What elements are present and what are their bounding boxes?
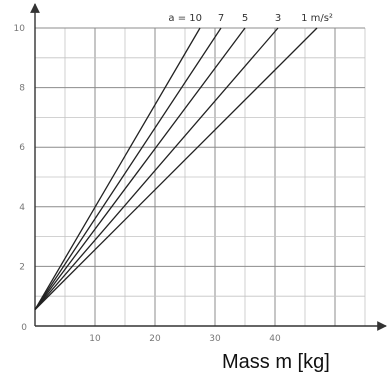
y-tick-label: 6 xyxy=(19,143,25,153)
y-tick-label: 2 xyxy=(19,262,25,272)
x-tick-label: 20 xyxy=(149,334,161,344)
series-line xyxy=(34,27,318,311)
series-line xyxy=(34,27,201,310)
origin-tick-label: 0 xyxy=(21,323,27,333)
series-labels: a = 10 7 5 3 1 m/s² xyxy=(168,13,333,24)
series-label: a = 10 xyxy=(168,13,202,24)
series-label: 3 xyxy=(275,13,281,24)
x-tick-label: 30 xyxy=(209,334,221,344)
x-tick-label: 10 xyxy=(89,334,101,344)
y-tick-label: 4 xyxy=(19,203,25,213)
axes: 0 xyxy=(21,3,387,333)
series-lines xyxy=(34,27,318,311)
series-line xyxy=(34,27,279,311)
y-tick-label: 10 xyxy=(14,24,26,34)
series-line xyxy=(34,27,246,310)
tick-labels: 10 20 30 40 2 4 6 8 10 xyxy=(14,24,281,344)
grid xyxy=(35,27,366,326)
series-line xyxy=(34,27,222,310)
series-label: 5 xyxy=(242,13,248,24)
series-label: 1 m/s² xyxy=(301,13,333,24)
x-axis-label: Mass m [kg] xyxy=(222,351,330,373)
series-label: 7 xyxy=(218,13,224,24)
y-tick-label: 8 xyxy=(19,84,25,94)
x-tick-label: 40 xyxy=(269,334,281,344)
